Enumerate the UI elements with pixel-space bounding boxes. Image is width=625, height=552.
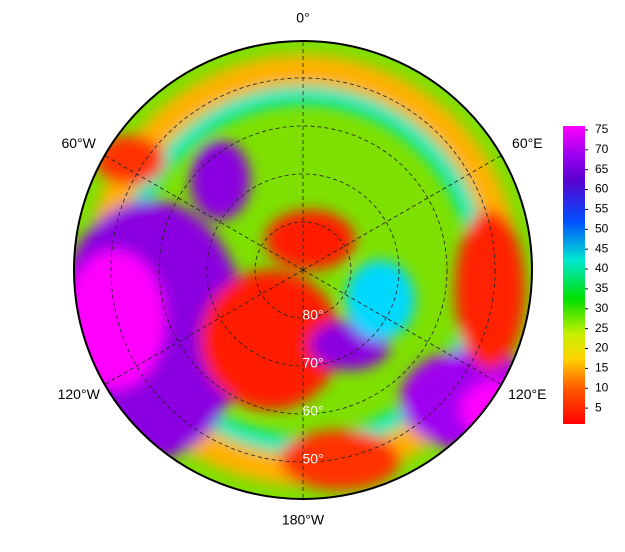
lon-label: 60°E — [512, 135, 543, 151]
colorbar: 5 10 15 20 25 30 35 40 45 50 55 60 65 70 75 — [563, 122, 609, 424]
colorbar-tick-label: 65 — [595, 162, 609, 176]
colorbar-tick-label: 50 — [595, 221, 609, 235]
colorbar-tick-label: 5 — [595, 400, 602, 414]
colorbar-tick-label: 30 — [595, 301, 609, 315]
colorbar-tick-label: 45 — [595, 241, 609, 255]
meridian — [302, 269, 502, 385]
lat-label: 60° — [302, 403, 323, 419]
colorbar-tick-label: 70 — [595, 142, 609, 156]
meridian — [302, 155, 502, 271]
colorbar-tick-label: 25 — [595, 321, 609, 335]
lon-label: 120°W — [58, 386, 101, 402]
colorbar-tick-label: 40 — [595, 261, 609, 275]
parallel — [206, 173, 400, 367]
map-border — [73, 40, 533, 500]
parallel — [254, 221, 352, 319]
meridian — [104, 269, 304, 385]
colorbar-tick-label: 55 — [595, 202, 609, 216]
lat-label: 80° — [302, 307, 323, 323]
lat-label: 50° — [302, 451, 323, 467]
colorbar-scale — [563, 126, 585, 424]
lon-label: 180°W — [282, 512, 325, 528]
colorbar-tick-label: 75 — [595, 122, 609, 136]
lat-label: 70° — [302, 355, 323, 371]
colorbar-tick-label: 35 — [595, 281, 609, 295]
colorbar-tick-label: 10 — [595, 380, 609, 394]
colorbar-tick-label: 60 — [595, 182, 609, 196]
lon-label: 120°E — [508, 386, 546, 402]
meridian — [104, 155, 304, 271]
lon-label: 60°W — [62, 135, 97, 151]
parallel — [158, 125, 448, 415]
colorbar-tick-label: 20 — [595, 341, 609, 355]
lon-label: 0° — [296, 10, 309, 26]
colorbar-tick-label: 15 — [595, 361, 609, 375]
graticule: 80° 70° 60° 50° 0° 60°E 120°E 180°W 120°W 60°W — [58, 10, 547, 528]
